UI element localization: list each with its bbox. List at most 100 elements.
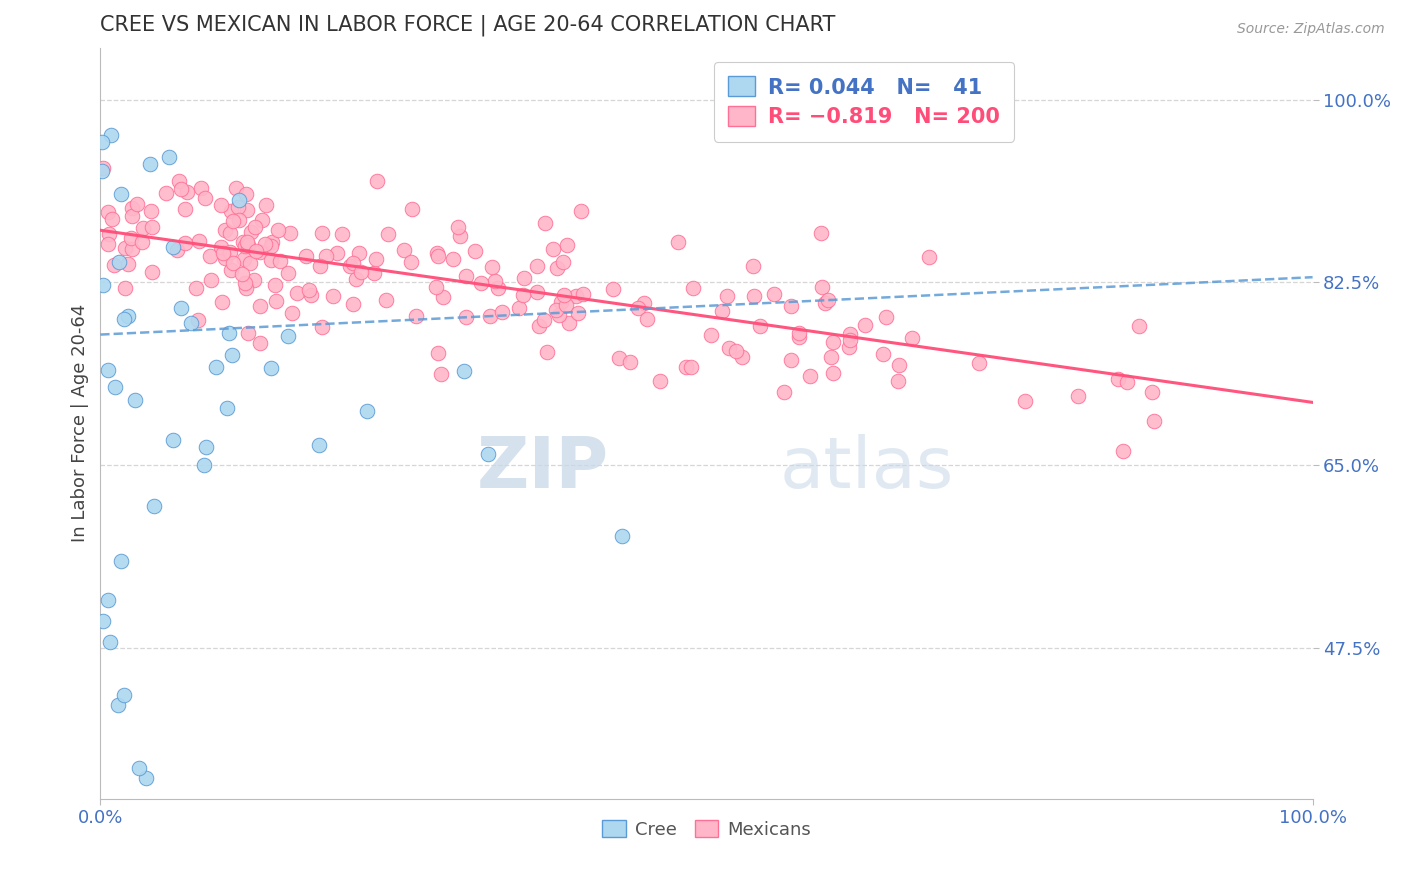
Point [194, 441, 217, 455]
Point [221, 256, 243, 270]
Point [558, 316, 581, 330]
Point [810, 280, 832, 294]
Text: Source: ZipAtlas.com: Source: ZipAtlas.com [1237, 22, 1385, 37]
Point [311, 319, 333, 334]
Point [117, 309, 139, 323]
Point [249, 244, 271, 259]
Point [547, 308, 569, 322]
Point [285, 285, 308, 300]
Point [636, 312, 658, 326]
Point [477, 447, 499, 461]
Point [219, 263, 242, 277]
Point [872, 347, 894, 361]
Point [484, 274, 506, 288]
Point [308, 438, 330, 452]
Point [339, 260, 361, 274]
Point [567, 305, 589, 319]
Point [249, 336, 271, 351]
Point [315, 249, 337, 263]
Point [546, 260, 568, 275]
Point [464, 244, 486, 259]
Point [430, 368, 453, 382]
Point [236, 237, 259, 252]
Point [100, 128, 122, 142]
Point [787, 330, 810, 344]
Point [787, 326, 810, 341]
Point [508, 301, 530, 315]
Point [238, 326, 260, 341]
Point [243, 219, 266, 234]
Point [280, 305, 302, 319]
Point [449, 229, 471, 244]
Point [1014, 394, 1036, 409]
Point [486, 280, 509, 294]
Point [377, 227, 399, 242]
Point [235, 187, 257, 202]
Point [135, 771, 157, 785]
Point [432, 290, 454, 304]
Y-axis label: In Labor Force | Age 20-64: In Labor Force | Age 20-64 [72, 304, 89, 542]
Point [90, 135, 112, 149]
Point [569, 203, 592, 218]
Point [762, 286, 785, 301]
Point [780, 119, 803, 133]
Point [550, 294, 572, 309]
Point [1112, 444, 1135, 458]
Point [236, 202, 259, 217]
Point [773, 385, 796, 400]
Point [512, 288, 534, 302]
Point [121, 242, 143, 256]
Point [184, 281, 207, 295]
Point [166, 243, 188, 257]
Point [245, 244, 267, 258]
Point [260, 235, 283, 249]
Point [823, 335, 845, 350]
Point [1143, 413, 1166, 427]
Point [114, 241, 136, 255]
Point [427, 248, 450, 262]
Point [260, 252, 283, 267]
Point [470, 277, 492, 291]
Point [392, 244, 415, 258]
Point [232, 235, 254, 250]
Point [1067, 389, 1090, 403]
Point [141, 219, 163, 234]
Point [619, 354, 641, 368]
Point [453, 364, 475, 378]
Point [98, 635, 121, 649]
Point [162, 433, 184, 447]
Point [682, 281, 704, 295]
Point [91, 163, 114, 178]
Point [219, 226, 242, 240]
Point [114, 281, 136, 295]
Point [254, 237, 277, 252]
Point [853, 318, 876, 332]
Point [218, 326, 240, 340]
Point [188, 234, 211, 248]
Legend: Cree, Mexicans: Cree, Mexicans [595, 813, 818, 847]
Point [648, 374, 671, 388]
Point [710, 304, 733, 318]
Point [742, 289, 765, 303]
Point [259, 360, 281, 375]
Point [571, 287, 593, 301]
Point [918, 250, 941, 264]
Point [602, 282, 624, 296]
Point [299, 288, 322, 302]
Point [426, 246, 449, 260]
Point [173, 202, 195, 216]
Point [211, 294, 233, 309]
Point [427, 345, 450, 359]
Point [607, 351, 630, 365]
Point [675, 360, 697, 375]
Point [231, 267, 253, 281]
Point [425, 279, 447, 293]
Point [221, 204, 243, 219]
Point [112, 688, 135, 702]
Point [103, 258, 125, 272]
Point [278, 227, 301, 241]
Point [799, 369, 821, 384]
Point [97, 236, 120, 251]
Point [104, 379, 127, 393]
Point [205, 360, 228, 375]
